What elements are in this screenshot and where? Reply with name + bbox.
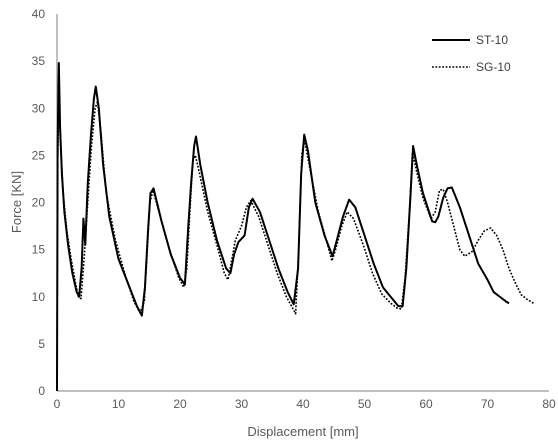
series-layer [56,62,535,392]
y-axis-title: Force [KN] [9,171,24,233]
series-line-sg-10 [56,99,535,392]
y-tick-label: 10 [32,290,46,304]
x-tick-label: 30 [235,397,249,411]
x-axis-title: Displacement [mm] [247,424,358,439]
x-tick-labels: 0 10 20 30 40 50 60 70 80 [54,397,556,411]
x-tick-label: 20 [173,397,187,411]
x-tick-label: 60 [419,397,433,411]
x-tick-label: 10 [112,397,126,411]
y-tick-label: 30 [32,101,46,115]
legend-label-st-10: ST-10 [476,33,508,47]
x-tick-label: 40 [296,397,310,411]
x-tick-label: 50 [358,397,372,411]
y-tick-label: 15 [32,243,46,257]
y-tick-labels: 0 5 10 15 20 25 30 35 40 [32,7,46,398]
y-tick-label: 5 [38,337,45,351]
y-tick-label: 35 [32,54,46,68]
y-tick-label: 40 [32,7,46,21]
y-tick-label: 0 [38,384,45,398]
x-tick-label: 80 [542,397,556,411]
x-tick-label: 70 [481,397,495,411]
y-tick-label: 25 [32,148,46,162]
y-tick-label: 20 [32,196,46,210]
series-line-st-10 [56,62,510,392]
legend-label-sg-10: SG-10 [476,60,511,74]
x-tick-label: 0 [54,397,61,411]
legend: ST-10 SG-10 [432,33,511,74]
